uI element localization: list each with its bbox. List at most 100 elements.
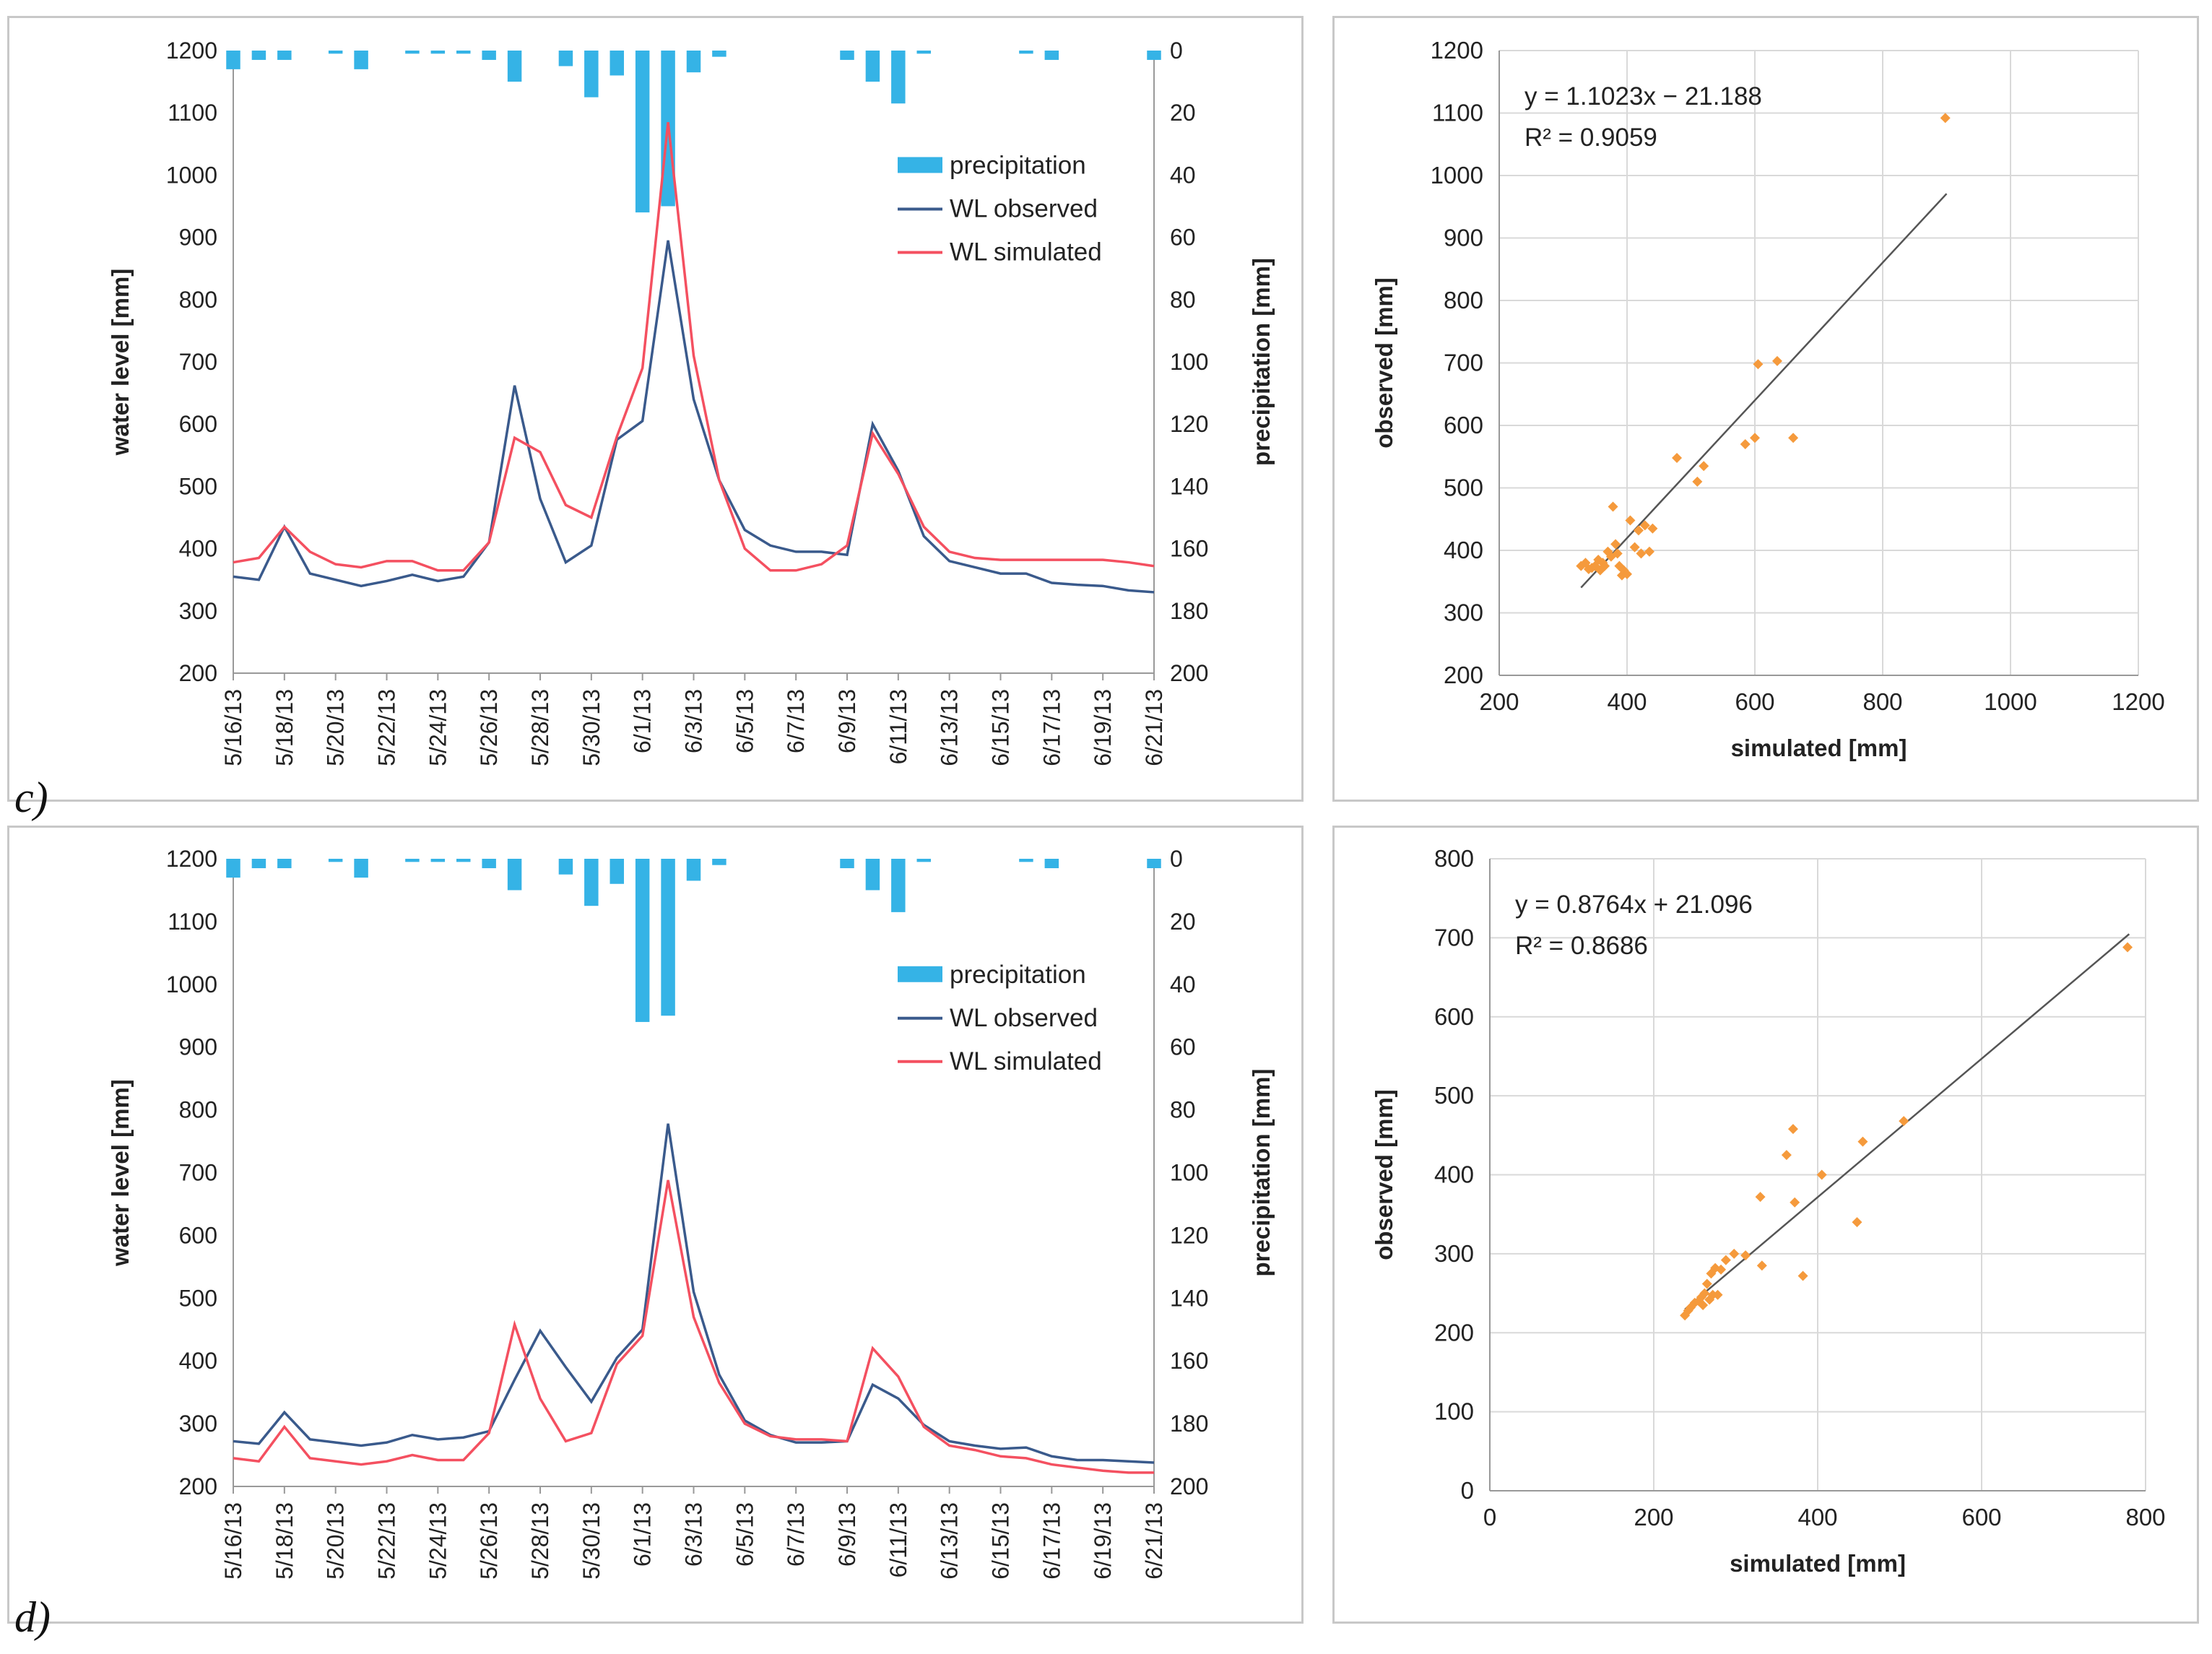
panel-label-c: c) — [14, 774, 48, 821]
regression-equation: y = 0.8764x + 21.096 — [1515, 891, 1753, 919]
y-axis-title: observed [mm] — [1371, 1089, 1397, 1260]
x-tick-label: 5/20/13 — [323, 1502, 349, 1580]
x-tick-label: 5/16/13 — [220, 689, 246, 766]
y-tick-label: 400 — [179, 1348, 217, 1374]
y-tick-label: 300 — [1434, 1240, 1474, 1267]
wl-simulated-line — [233, 121, 1155, 572]
precip-bar — [354, 859, 368, 878]
scatter-point — [1644, 546, 1654, 557]
y-tick-label: 700 — [179, 1160, 217, 1186]
x-tick-label: 6/9/13 — [834, 1502, 860, 1567]
x-tick-label: 400 — [1607, 688, 1647, 715]
precip-bar — [1019, 51, 1033, 54]
panel-label-d: d) — [14, 1593, 51, 1641]
y2-tick-label: 160 — [1170, 536, 1208, 562]
x-axis-title: simulated [mm] — [1730, 1550, 1906, 1577]
y-tick-label: 700 — [1444, 350, 1483, 376]
x-tick-label: 5/18/13 — [272, 689, 298, 766]
precip-bar — [354, 51, 368, 69]
y-tick-label: 200 — [179, 1473, 217, 1499]
scatter-point — [1696, 1292, 1706, 1303]
precip-bar — [1147, 859, 1161, 869]
precip-bar — [1019, 859, 1033, 862]
scatter-point — [1576, 560, 1587, 571]
x-tick-label: 5/22/13 — [374, 689, 400, 766]
precip-bar — [430, 859, 446, 862]
y-tick-label: 1000 — [166, 162, 217, 188]
scatter-point — [1595, 565, 1605, 576]
y-tick-label: 1000 — [166, 971, 217, 997]
y2-tick-label: 20 — [1170, 100, 1196, 126]
precip-bar — [916, 51, 931, 54]
precip-bar — [916, 859, 931, 862]
scatter-point — [1771, 355, 1782, 366]
y-tick-label: 500 — [1444, 475, 1483, 501]
precip-bar — [482, 51, 496, 60]
x-tick-label: 6/19/13 — [1090, 1502, 1116, 1580]
x-tick-label: 6/1/13 — [630, 1502, 656, 1567]
scatter-point — [1857, 1136, 1868, 1147]
chart-d-scatter: 0 200 400 600 800 0 100 200 300 400 500 600 700 800 y … — [1371, 845, 2166, 1577]
y-axis-title: observed [mm] — [1371, 277, 1397, 449]
x-tick-label: 800 — [1862, 688, 1902, 715]
y-tick-label: 900 — [179, 225, 217, 251]
scatter-point — [1693, 1296, 1704, 1307]
y2-tick-label: 180 — [1170, 1411, 1208, 1437]
scatter-point — [1852, 1217, 1862, 1228]
y-tick-label: 800 — [1444, 287, 1483, 313]
y2-tick-label: 0 — [1170, 846, 1183, 872]
precip-bar — [635, 859, 650, 1022]
scatter-point — [1740, 1250, 1751, 1261]
y-tick-label: 800 — [179, 1097, 217, 1123]
precip-bar — [584, 859, 599, 906]
x-tick-label: 800 — [2125, 1504, 2165, 1530]
precip-bar — [226, 51, 240, 69]
scatter-point — [1753, 359, 1764, 370]
legend-precip-swatch — [898, 157, 942, 173]
x-tick-label: 5/24/13 — [425, 1502, 451, 1580]
scatter-point — [1729, 1248, 1740, 1259]
scatter-point — [1633, 525, 1644, 536]
y2-tick-label: 40 — [1170, 162, 1196, 188]
x-tick-label: 5/28/13 — [527, 1502, 553, 1580]
x-tick-label: 6/3/13 — [681, 1502, 707, 1567]
y-tick-label: 200 — [1434, 1319, 1474, 1346]
wl-simulated-line — [233, 1179, 1154, 1474]
scatter-point — [1698, 1299, 1709, 1310]
x-tick-label: 6/7/13 — [783, 689, 809, 753]
y-tick-label: 1200 — [1431, 37, 1483, 64]
y-axis-title: water level [mm] — [107, 1079, 134, 1267]
x-tick-label: 600 — [1735, 688, 1774, 715]
x-tick-label: 6/21/13 — [1141, 689, 1167, 766]
scatter-point — [1699, 1288, 1710, 1299]
scatter-point — [1672, 452, 1683, 463]
precip-bar — [277, 51, 292, 60]
x-tick-label: 6/7/13 — [783, 1502, 809, 1567]
scatter-point — [1797, 1270, 1808, 1281]
scatter-point — [1639, 520, 1650, 531]
x-tick-label: 5/24/13 — [425, 689, 451, 766]
x-tick-label: 6/17/13 — [1038, 689, 1064, 766]
wl-observed-line — [233, 240, 1155, 594]
scatter-point — [2122, 942, 2133, 953]
y-tick-label: 1100 — [1432, 100, 1483, 126]
precip-bar — [456, 51, 471, 54]
y2-tick-label: 60 — [1170, 225, 1196, 251]
scatter-point — [1612, 548, 1623, 559]
y2-axis-title: precipitation [mm] — [1248, 1069, 1275, 1277]
y2-tick-label: 20 — [1170, 909, 1196, 935]
y-tick-label: 800 — [179, 287, 217, 313]
x-tick-label: 6/1/13 — [630, 689, 656, 753]
x-tick-label: 200 — [1479, 688, 1519, 715]
y-tick-label: 300 — [179, 598, 217, 624]
x-tick-label: 5/30/13 — [578, 689, 604, 766]
x-tick-label: 5/22/13 — [374, 1502, 400, 1580]
y-tick-label: 400 — [179, 536, 217, 562]
precip-bar — [712, 51, 727, 57]
scatter-point — [1622, 568, 1632, 579]
precip-bar — [661, 859, 675, 1016]
precip-bar — [430, 51, 446, 54]
y-tick-label: 600 — [1444, 412, 1483, 438]
legend-simulated-label: WL simulated — [950, 238, 1102, 266]
precip-bar — [1044, 51, 1059, 60]
